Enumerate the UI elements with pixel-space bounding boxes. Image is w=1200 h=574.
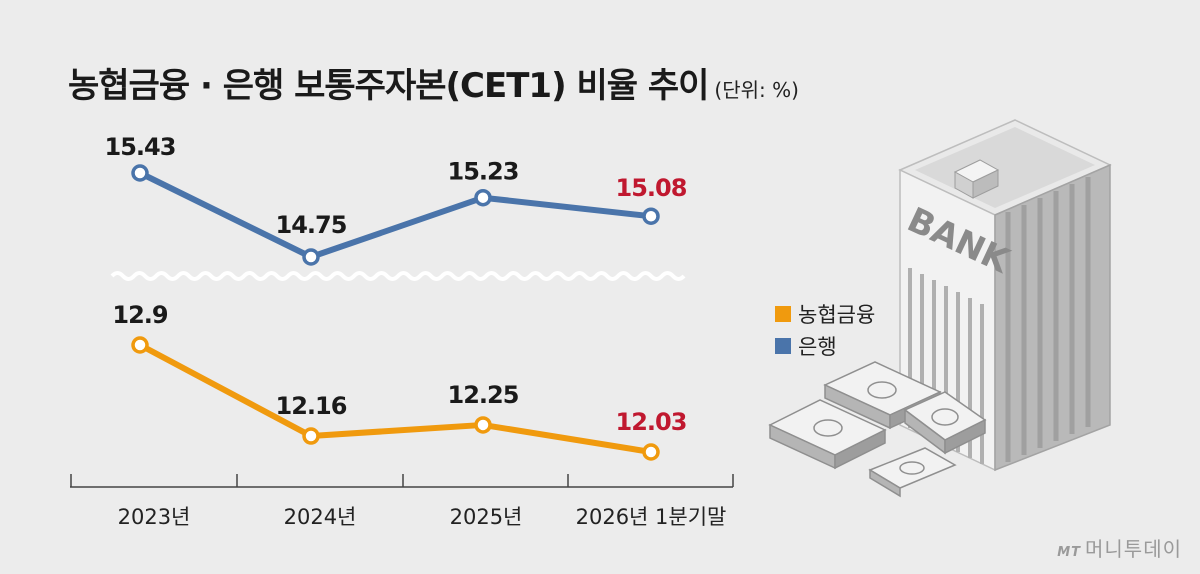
legend-label-nonghyup: 농협금융 — [798, 303, 876, 327]
title-text: 농협금융 · 은행 보통주자본(CET1) 비율 추이 — [68, 66, 709, 106]
legend: 농협금융 은행 — [775, 298, 875, 362]
data-label: 12.25 — [448, 381, 519, 409]
data-label: 12.03 — [616, 408, 687, 436]
watermark-logo: MT — [1057, 545, 1081, 560]
data-label: 15.43 — [105, 133, 176, 161]
data-label: 12.16 — [276, 392, 347, 420]
chart-title: 농협금융 · 은행 보통주자본(CET1) 비율 추이 (단위: %) — [68, 58, 799, 107]
series-line — [137, 170, 654, 260]
data-point — [302, 427, 320, 445]
x-tick-label: 2023년 — [118, 505, 191, 529]
data-point — [131, 164, 149, 182]
axis-break-wave — [110, 271, 686, 281]
data-point — [131, 336, 149, 354]
legend-label-bank: 은행 — [798, 335, 837, 359]
legend-item-bank: 은행 — [775, 330, 875, 362]
unit-label: (단위: %) — [714, 78, 799, 102]
data-label: 15.08 — [616, 174, 687, 202]
watermark: MT 머니투데이 — [1057, 533, 1182, 562]
x-tick-label: 2026년 1분기말 — [576, 505, 727, 529]
data-point — [642, 443, 660, 461]
series-line — [137, 342, 654, 455]
data-point — [302, 248, 320, 266]
legend-swatch-nonghyup — [775, 306, 791, 322]
data-point — [474, 416, 492, 434]
watermark-text: 머니투데이 — [1085, 537, 1182, 561]
legend-item-nonghyup: 농협금융 — [775, 298, 875, 330]
data-label: 12.9 — [112, 301, 168, 329]
data-label: 14.75 — [276, 211, 347, 239]
legend-swatch-bank — [775, 338, 791, 354]
data-point — [474, 188, 492, 207]
x-tick-label: 2024년 — [284, 505, 357, 529]
data-point — [642, 207, 660, 225]
data-label: 15.23 — [448, 158, 519, 186]
x-tick-label: 2025년 — [450, 505, 523, 529]
